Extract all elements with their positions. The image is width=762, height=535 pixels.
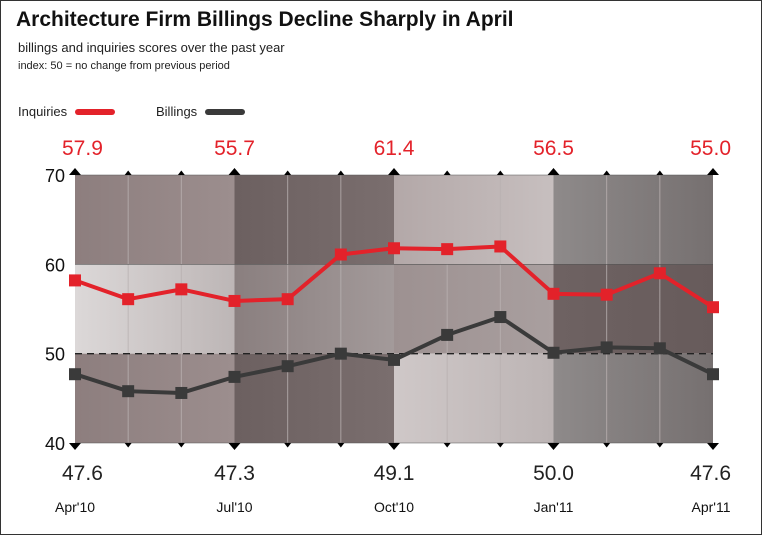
bottom-value-label: 47.6 — [62, 462, 103, 485]
top-tick-marker — [177, 170, 185, 175]
y-tick-label: 70 — [45, 166, 65, 186]
bottom-tick-marker — [388, 443, 400, 450]
quarter-band-lower — [553, 353, 713, 443]
bottom-tick-marker — [177, 443, 185, 448]
top-tick-marker — [547, 168, 560, 175]
top-tick-marker — [124, 170, 132, 175]
inquiries-point — [600, 288, 613, 301]
inquiries-point — [653, 267, 666, 280]
quarter-band-middle — [553, 264, 713, 354]
chart-subtitle: billings and inquiries scores over the p… — [18, 40, 285, 55]
bottom-value-label: 49.1 — [374, 462, 415, 485]
top-value-label: 57.9 — [62, 137, 103, 160]
bottom-tick-marker — [337, 443, 345, 448]
x-tick-label: Apr'10 — [55, 499, 95, 515]
y-tick-label: 40 — [45, 434, 65, 454]
top-value-label: 61.4 — [374, 137, 415, 160]
legend-billings-swatch — [205, 108, 246, 115]
y-tick-label: 60 — [45, 255, 65, 275]
inquiries-point — [334, 248, 347, 261]
bottom-tick-marker — [656, 443, 664, 448]
top-tick-marker — [388, 168, 400, 175]
quarter-band-upper — [394, 175, 554, 265]
y-tick-label: 50 — [45, 345, 65, 365]
top-tick-marker — [443, 170, 451, 175]
bottom-tick-marker — [69, 443, 81, 450]
inquiries-point — [175, 283, 188, 296]
quarter-band-middle — [394, 264, 554, 354]
top-tick-marker — [69, 168, 81, 175]
chart-title: Architecture Firm Billings Decline Sharp… — [16, 8, 514, 31]
x-tick-label: Jul'10 — [216, 499, 252, 515]
billings-point — [122, 385, 135, 398]
inquiries-point — [388, 242, 400, 255]
chart-note: index: 50 = no change from previous peri… — [18, 60, 230, 72]
bottom-tick-marker — [284, 443, 292, 448]
inquiries-point — [707, 301, 719, 314]
legend-billings: Billings — [156, 104, 246, 119]
top-tick-marker — [707, 168, 719, 175]
quarter-band-upper — [75, 175, 235, 265]
billings-point — [707, 368, 719, 381]
top-tick-marker — [496, 170, 504, 175]
bottom-tick-marker — [707, 443, 719, 450]
legend-billings-label: Billings — [156, 104, 198, 119]
bottom-tick-marker — [443, 443, 451, 448]
bottom-tick-marker — [496, 443, 504, 448]
top-value-label: 55.0 — [690, 137, 731, 160]
bottom-tick-marker — [228, 443, 241, 450]
x-tick-label: Oct'10 — [374, 499, 414, 515]
top-value-label: 55.7 — [214, 137, 255, 160]
billings-point — [600, 341, 613, 354]
bottom-value-label: 50.0 — [533, 462, 574, 485]
inquiries-point — [441, 243, 454, 256]
billings-point — [441, 328, 454, 341]
inquiries-point — [69, 274, 81, 287]
billings-point — [388, 353, 400, 366]
inquiries-point — [122, 293, 135, 306]
x-tick-label: Apr'11 — [692, 499, 731, 515]
top-tick-marker — [603, 170, 611, 175]
billings-point — [175, 386, 188, 399]
billings-point — [228, 370, 241, 383]
legend-inquiries-swatch — [75, 108, 116, 115]
quarter-band-lower — [234, 353, 394, 443]
quarter-band-lower — [394, 353, 554, 443]
bottom-tick-marker — [603, 443, 611, 448]
billings-point — [494, 311, 507, 324]
billings-point — [653, 342, 666, 355]
legend-inquiries-label: Inquiries — [18, 104, 68, 119]
bottom-value-label: 47.3 — [214, 462, 255, 485]
inquiries-point — [494, 240, 507, 253]
legend-inquiries: Inquiries — [18, 104, 116, 119]
billings-point — [69, 368, 81, 381]
quarter-band-upper — [553, 175, 713, 265]
top-tick-marker — [228, 168, 241, 175]
quarter-band-lower — [75, 353, 235, 443]
billings-point — [334, 347, 347, 360]
quarter-band-middle — [75, 264, 235, 354]
bottom-tick-marker — [124, 443, 132, 448]
inquiries-point — [547, 287, 560, 300]
inquiries-point — [281, 293, 294, 306]
top-tick-marker — [284, 170, 292, 175]
billings-point — [281, 360, 294, 373]
top-tick-marker — [337, 170, 345, 175]
x-tick-label: Jan'11 — [534, 499, 574, 515]
bottom-value-label: 47.6 — [690, 462, 731, 485]
top-value-label: 56.5 — [533, 137, 574, 160]
inquiries-point — [228, 294, 241, 307]
billings-point — [547, 346, 560, 359]
top-tick-marker — [656, 170, 664, 175]
bottom-tick-marker — [547, 443, 560, 450]
